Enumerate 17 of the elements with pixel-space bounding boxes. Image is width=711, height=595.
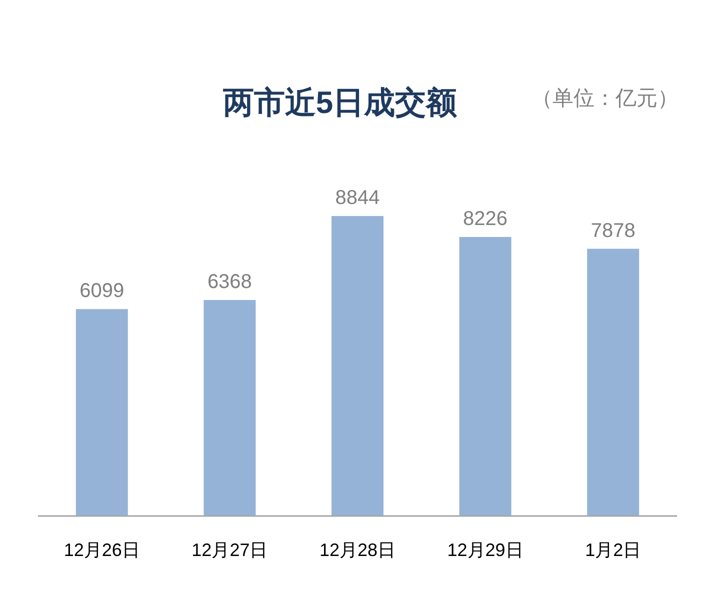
text: （单位：亿元） [532, 87, 678, 110]
x-tick-label: 12月28日 [319, 540, 396, 560]
chart-title: 两市近5日成交额 [222, 85, 458, 120]
bar [204, 300, 256, 516]
bar [459, 236, 512, 516]
x-tick-label: 12月29日 [447, 540, 524, 560]
x-tick-label: 12月26日 [64, 540, 140, 560]
data-label: 8844 [335, 187, 380, 209]
data-label: 6368 [207, 270, 252, 293]
data-label: 6099 [80, 280, 124, 302]
data-label: 8226 [463, 208, 508, 230]
bar [332, 216, 384, 516]
x-tick-label: 1月2日 [585, 540, 642, 560]
x-tick-label: 12月27日 [192, 540, 268, 560]
bar [587, 248, 640, 516]
bar [76, 309, 128, 516]
data-label: 7878 [590, 220, 636, 242]
